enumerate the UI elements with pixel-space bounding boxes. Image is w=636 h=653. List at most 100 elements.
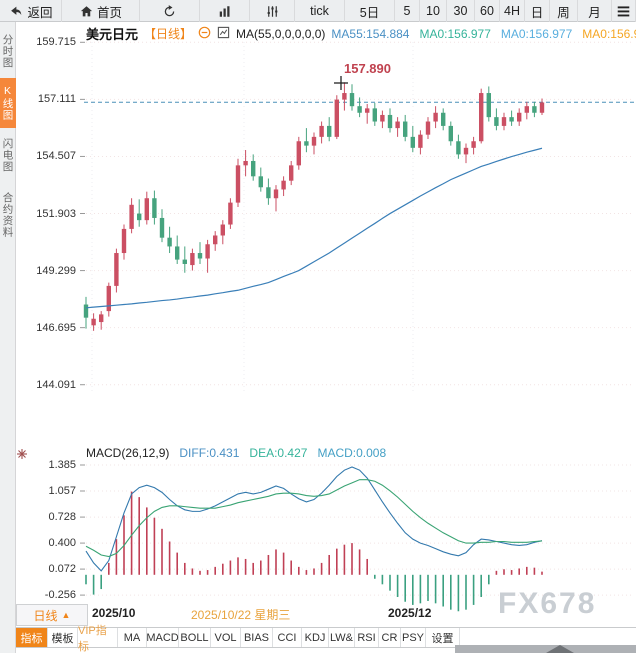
- bottom-tab-MACD[interactable]: MACD: [146, 628, 179, 647]
- toolbar-label: 30: [453, 4, 468, 18]
- home-button[interactable]: 首页: [62, 0, 140, 22]
- period-5日-button[interactable]: 5日: [345, 0, 395, 22]
- price-tick-label: 146.695: [36, 321, 76, 334]
- ma-values: MA55:154.884 MA0:156.977 MA0:156.977 MA0:15…: [331, 27, 636, 41]
- ma55-line: [85, 147, 543, 309]
- sidebar-tab-3[interactable]: 闪电图: [1, 137, 14, 173]
- toolbar-label: 10: [426, 4, 440, 18]
- bottom-tab-RSI[interactable]: RSI: [355, 628, 379, 647]
- period-月-button[interactable]: 月: [578, 0, 612, 22]
- price-tick-label: 157.111: [37, 93, 76, 106]
- macd-tick-label: 1.385: [48, 459, 76, 471]
- bottom-tab-CR[interactable]: CR: [379, 628, 401, 647]
- period-dropdown[interactable]: 日线 ▲: [16, 604, 88, 626]
- macd-tick-label: 0.728: [48, 511, 76, 524]
- drawer-arrow-up-icon[interactable]: [546, 645, 574, 653]
- toolbar-label: 60: [480, 4, 494, 18]
- ma-value: MA0:156.977: [500, 26, 573, 41]
- macd-tick-label: 1.057: [48, 485, 76, 497]
- bottom-tab-模板[interactable]: 模板: [48, 628, 78, 647]
- top-toolbar: 返回 首页 tick 5日 5 10 30 60 4H 日周 月: [0, 0, 636, 22]
- toolbar-label: 返回: [27, 5, 53, 20]
- watermark: FX678: [498, 587, 597, 620]
- bottom-tab-LW&[interactable]: LW&: [329, 628, 355, 647]
- sidebar-tab-1[interactable]: 分时图: [1, 33, 14, 69]
- price-tick-label: 159.715: [36, 36, 76, 49]
- price-tick-label: 154.507: [36, 150, 76, 163]
- drawer-handle[interactable]: [455, 645, 636, 653]
- period-4H-button[interactable]: 4H: [500, 0, 525, 22]
- macd-tick-label: 0.400: [48, 537, 76, 550]
- time-tick-label: 2025/10/22 星期三: [191, 608, 291, 622]
- axis-ticks: [80, 41, 85, 596]
- toolbar-label: 首页: [96, 5, 122, 20]
- refresh-icon: [162, 4, 177, 19]
- period-周-button[interactable]: 周: [550, 0, 578, 22]
- sidebar-tab-2[interactable]: K线图: [0, 78, 16, 128]
- equalizer-icon-button[interactable]: [250, 0, 295, 22]
- period-30-button[interactable]: 30: [447, 0, 475, 22]
- bottom-tab-设置[interactable]: 设置: [426, 628, 460, 647]
- macd-value: DIFF:0.431: [179, 446, 240, 460]
- ma-value: MA0:156.97: [582, 26, 636, 41]
- diff-line: [85, 466, 543, 572]
- bottom-tab-指标[interactable]: 指标: [16, 628, 48, 647]
- bar-chart-icon-button[interactable]: [200, 0, 250, 22]
- refresh-icon-button[interactable]: [140, 0, 200, 22]
- macd-header: MACD(26,12,9) DIFF:0.431 DEA:0.427 MACD:0.…: [86, 446, 386, 460]
- macd-value: DEA:0.427: [249, 446, 308, 460]
- macd-settings-icon[interactable]: [16, 447, 28, 459]
- sidebar-tab-4[interactable]: 合约资料: [1, 192, 14, 238]
- toolbar-label: 月: [588, 5, 601, 20]
- price-tick-label: 149.299: [36, 264, 76, 277]
- macd-values: DIFF:0.431 DEA:0.427 MACD:0.008: [179, 446, 386, 460]
- toolbar-label: tick: [310, 4, 329, 18]
- back-icon: [8, 4, 24, 19]
- crosshair-price-label: 157.890: [344, 61, 391, 76]
- macd-histogram: [85, 491, 543, 612]
- bottom-tab-KDJ[interactable]: KDJ: [302, 628, 329, 647]
- triangle-up-icon: ▲: [61, 610, 71, 620]
- equalizer-icon: [265, 4, 280, 19]
- price-tick-label: 144.091: [36, 378, 76, 391]
- toolbar-label: 日: [530, 5, 544, 20]
- macd-tick-label: -0.256: [44, 589, 76, 602]
- bottom-tab-PSY[interactable]: PSY: [401, 628, 426, 647]
- period-5-button[interactable]: 5: [395, 0, 420, 22]
- candlestick-series: [83, 82, 545, 331]
- bottom-tab-CCI[interactable]: CCI: [273, 628, 302, 647]
- period-tick-button[interactable]: tick: [295, 0, 345, 22]
- bottom-tab-MA[interactable]: MA: [118, 628, 147, 647]
- gridlines: [86, 41, 632, 596]
- period-60-button[interactable]: 60: [475, 0, 500, 22]
- period-label: 日线: [33, 608, 58, 623]
- bottom-tab-BOLL[interactable]: BOLL: [179, 628, 211, 647]
- bottom-tab-VOL[interactable]: VOL: [211, 628, 241, 647]
- back-button[interactable]: 返回: [0, 0, 62, 22]
- bottom-toolbar: 指标 模板 VIP指标 MA MACD BOLL VOL BIAS CCI KDJ LW& RSI CR…: [16, 625, 636, 653]
- period-tag: 【日线】: [144, 27, 193, 41]
- toolbar-label: 5日: [359, 5, 380, 20]
- macd-value: MACD:0.008: [317, 446, 387, 460]
- toolbar-label: 周: [557, 5, 570, 20]
- time-tick-label: 2025/12: [388, 606, 432, 620]
- ma-value: MA55:154.884: [331, 26, 410, 41]
- indicator-settings-icon[interactable]: [217, 26, 230, 41]
- macd-tick-label: 0.072: [48, 563, 76, 576]
- macd-title: MACD(26,12,9): [86, 446, 170, 460]
- period-10-button[interactable]: 10: [420, 0, 447, 22]
- bottom-tab-BIAS[interactable]: BIAS: [241, 628, 273, 647]
- chart-type-sidebar: 分时图 K线图闪电图合约资料: [0, 22, 16, 653]
- price-tick-label: 151.903: [36, 207, 76, 220]
- home-icon: [79, 4, 94, 19]
- dea-line: [85, 479, 543, 558]
- bar-chart-icon: [217, 4, 233, 19]
- period-日-button[interactable]: 日: [525, 0, 550, 22]
- toolbar-label: 5: [403, 4, 411, 18]
- zoom-out-icon[interactable]: [198, 26, 211, 41]
- time-tick-label: 2025/10: [92, 606, 136, 620]
- bottom-tab-VIP指标[interactable]: VIP指标: [78, 625, 118, 653]
- menu-icon: [616, 5, 631, 18]
